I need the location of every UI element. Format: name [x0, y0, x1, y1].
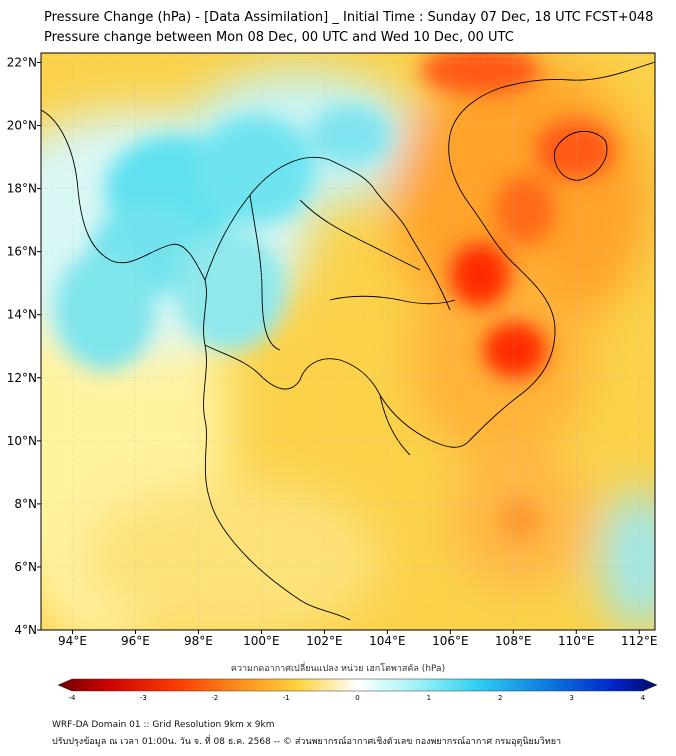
colorbar: -4 -3 -2 -1 0 1 2 3 4 [57, 678, 658, 702]
lon-tick-label: 108°E [495, 634, 532, 648]
lat-tick-label: 20°N [7, 119, 37, 133]
lon-tick-label: 112°E [621, 634, 658, 648]
axis-ticks: 94°E 96°E 98°E 100°E 102°E 104°E 106°E 108°E 110… [7, 55, 658, 648]
lat-tick-label: 14°N [7, 308, 37, 322]
gridlines [41, 53, 655, 630]
colorbar-title: ความกดอากาศเปลี่ยนแปลง หน่วย เฮกโตพาสคัล… [230, 664, 446, 674]
lon-tick-label: 96°E [121, 634, 150, 648]
colorbar-tick-label: -2 [211, 694, 218, 702]
lat-tick-label: 8°N [14, 497, 37, 511]
chart-subtitle: Pressure change between Mon 08 Dec, 00 U… [44, 30, 514, 45]
lon-tick-label: 110°E [558, 634, 595, 648]
colorbar-tick-label: -1 [283, 694, 290, 702]
lat-tick-label: 6°N [14, 560, 37, 574]
lon-tick-label: 100°E [243, 634, 280, 648]
lat-tick-label: 4°N [14, 623, 37, 637]
colorbar-tick-label: 3 [569, 694, 573, 702]
lat-tick-label: 10°N [7, 434, 37, 448]
lon-tick-label: 94°E [58, 634, 87, 648]
lon-tick-label: 106°E [432, 634, 469, 648]
chart-title: Pressure Change (hPa) - [Data Assimilati… [44, 10, 654, 25]
colorbar-tick-label: -4 [69, 694, 77, 702]
colorbar-tick-label: 0 [355, 694, 359, 702]
pressure-field [41, 53, 655, 630]
lat-tick-label: 22°N [7, 55, 37, 69]
lat-tick-label: 12°N [7, 371, 37, 385]
plot-frame [40, 52, 656, 631]
colorbar-tick-label: 2 [498, 694, 502, 702]
lon-tick-label: 98°E [184, 634, 213, 648]
lon-tick-label: 104°E [369, 634, 406, 648]
coastlines [41, 61, 655, 621]
colorbar-tick-label: 1 [427, 694, 431, 702]
model-info: WRF-DA Domain 01 :: Grid Resolution 9km … [52, 720, 275, 730]
lon-tick-label: 102°E [306, 634, 343, 648]
colorbar-tick-label: -3 [140, 694, 147, 702]
lat-tick-label: 18°N [7, 182, 37, 196]
update-info: ปรับปรุงข้อมูล ณ เวลา 01:00น. วัน จ. ที่… [52, 737, 562, 747]
colorbar-tick-label: 4 [641, 694, 646, 702]
lat-tick-label: 16°N [7, 245, 37, 259]
